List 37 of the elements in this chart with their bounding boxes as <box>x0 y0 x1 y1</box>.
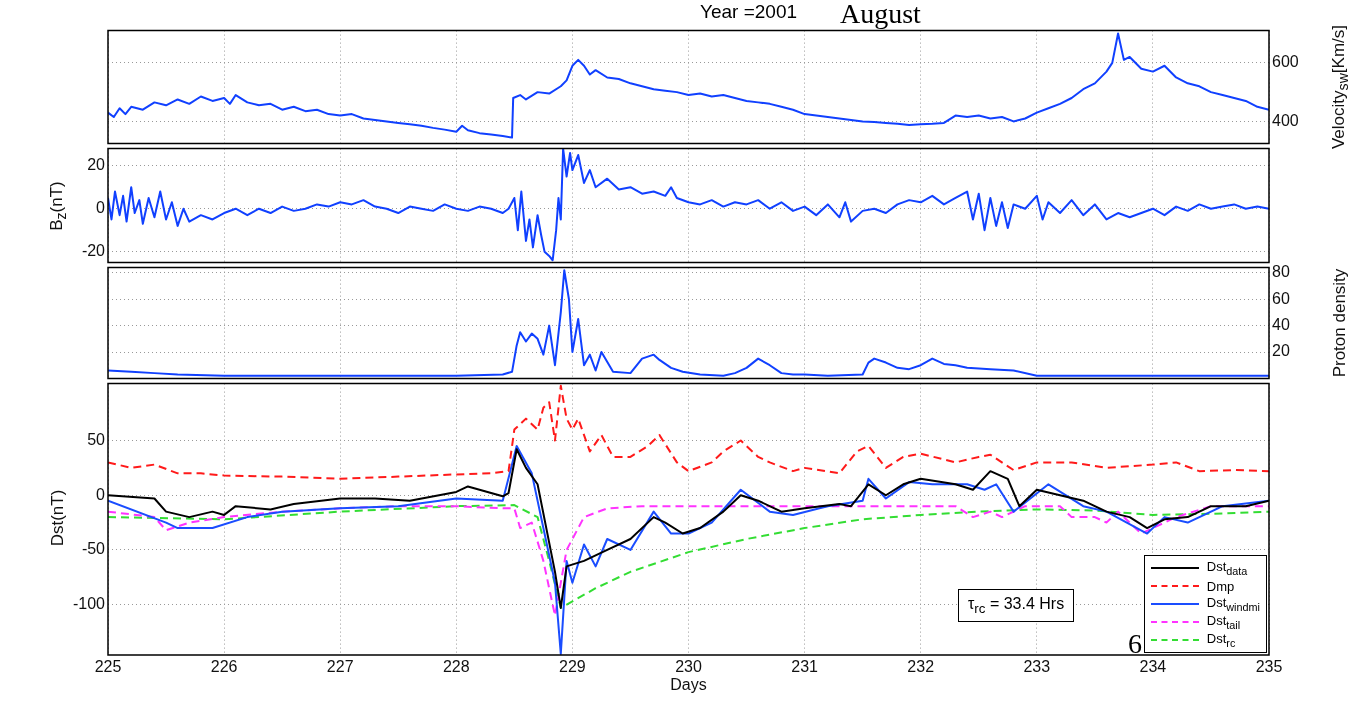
y-axis-title: Dst(nT) <box>48 489 68 547</box>
y-tick-label: -50 <box>81 540 106 558</box>
x-tick-label: 232 <box>907 658 935 676</box>
x-tick-label: 229 <box>559 658 586 676</box>
y-tick-label: 20 <box>87 156 106 174</box>
legend-label: Dmp <box>1206 578 1235 594</box>
y-tick-label: 0 <box>96 485 106 503</box>
x-tick-label: 231 <box>791 658 819 676</box>
annotation: 6 <box>1128 628 1142 660</box>
x-tick-label: 233 <box>1023 658 1051 676</box>
x-tick-label: 230 <box>675 658 702 676</box>
chart-title: Year =2001 <box>700 1 798 23</box>
x-tick-label: 235 <box>1255 658 1283 676</box>
line-series <box>108 384 1269 480</box>
x-tick-label: 226 <box>210 658 238 676</box>
y2-tick-label: 400 <box>1272 111 1299 129</box>
legend-label: Dst$_{windmi}$ <box>1206 595 1260 613</box>
x-tick-label: 225 <box>94 658 122 676</box>
y-tick-label: 0 <box>96 199 106 217</box>
legend-label: Dst$_{tail}$ <box>1206 613 1241 631</box>
annotation: τ$_{rc}$ = 33.4 Hrs <box>958 589 1075 623</box>
x-tick-label: 227 <box>326 658 354 676</box>
y-tick-label: -20 <box>81 242 106 260</box>
x-tick-label: 234 <box>1139 658 1167 676</box>
legend-label: Dst$_{rc}$ <box>1206 631 1236 649</box>
x-axis-title: Days <box>670 675 707 693</box>
y2-tick-label: 20 <box>1272 342 1290 360</box>
y2-tick-label: 600 <box>1272 53 1299 71</box>
y-tick-label: -100 <box>72 595 106 613</box>
chart-subtitle: August <box>840 0 921 30</box>
x-tick-label: 228 <box>442 658 470 676</box>
y2-tick-label: 80 <box>1272 263 1290 281</box>
y2-axis-title: Proton density <box>1330 268 1350 378</box>
y2-tick-label: 60 <box>1272 289 1290 307</box>
legend-label: Dst$_{data}$ <box>1206 559 1248 577</box>
y2-tick-label: 40 <box>1272 316 1290 334</box>
y-tick-label: 50 <box>87 430 106 448</box>
